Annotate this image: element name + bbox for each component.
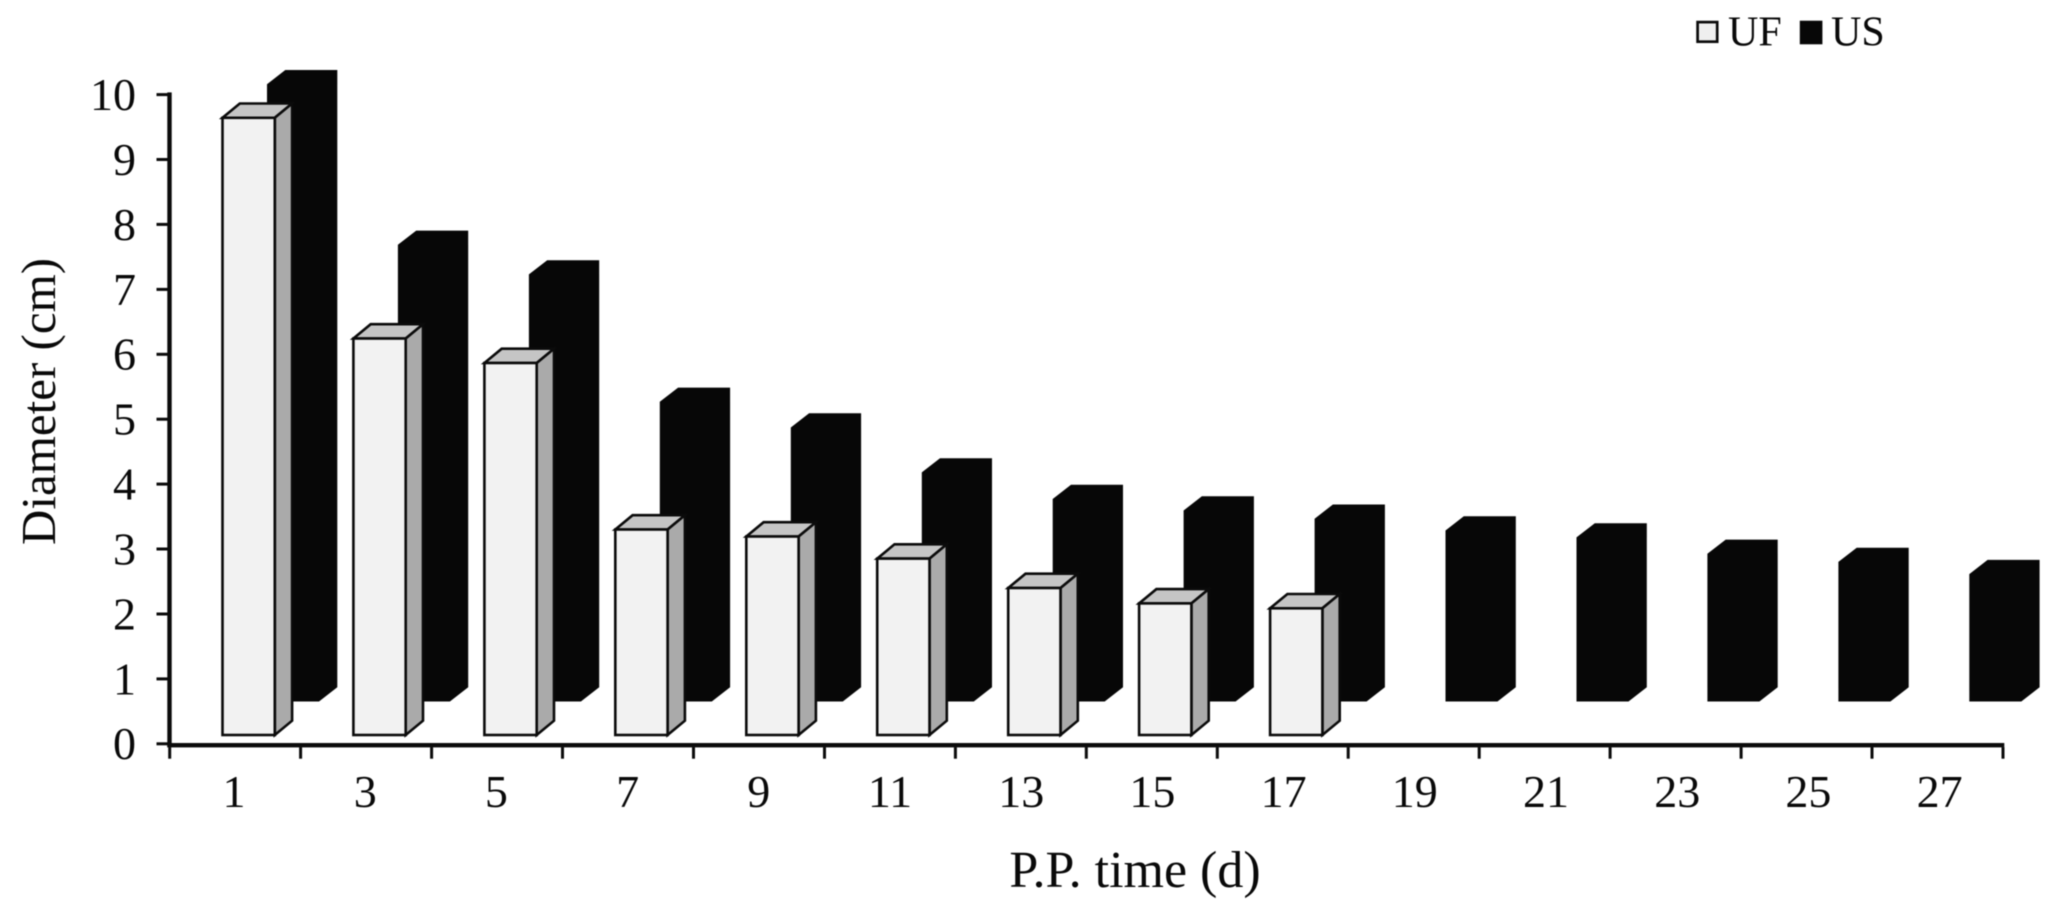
svg-text:0: 0: [113, 718, 136, 769]
svg-text:25: 25: [1785, 766, 1831, 817]
svg-text:17: 17: [1261, 766, 1307, 817]
svg-text:6: 6: [113, 329, 136, 380]
svg-text:7: 7: [113, 264, 136, 315]
svg-text:3: 3: [354, 766, 377, 817]
svg-text:10: 10: [90, 69, 136, 120]
svg-text:P.P. time (d): P.P. time (d): [1009, 842, 1260, 899]
svg-text:3: 3: [113, 523, 136, 574]
svg-text:Diameter (cm): Diameter (cm): [11, 258, 66, 545]
svg-text:8: 8: [113, 199, 136, 250]
svg-text:1: 1: [113, 653, 136, 704]
svg-text:15: 15: [1129, 766, 1175, 817]
svg-text:1: 1: [223, 766, 246, 817]
svg-text:US: US: [1831, 9, 1885, 55]
svg-text:9: 9: [747, 766, 770, 817]
svg-text:UF: UF: [1728, 9, 1782, 55]
svg-text:9: 9: [113, 134, 136, 185]
svg-text:23: 23: [1654, 766, 1700, 817]
svg-text:19: 19: [1392, 766, 1438, 817]
svg-text:5: 5: [113, 394, 136, 445]
svg-text:27: 27: [1917, 766, 1963, 817]
svg-text:7: 7: [616, 766, 639, 817]
svg-text:11: 11: [868, 766, 912, 817]
svg-text:13: 13: [998, 766, 1044, 817]
svg-text:5: 5: [485, 766, 508, 817]
svg-text:4: 4: [113, 459, 136, 510]
svg-text:21: 21: [1523, 766, 1569, 817]
svg-text:2: 2: [113, 588, 136, 639]
